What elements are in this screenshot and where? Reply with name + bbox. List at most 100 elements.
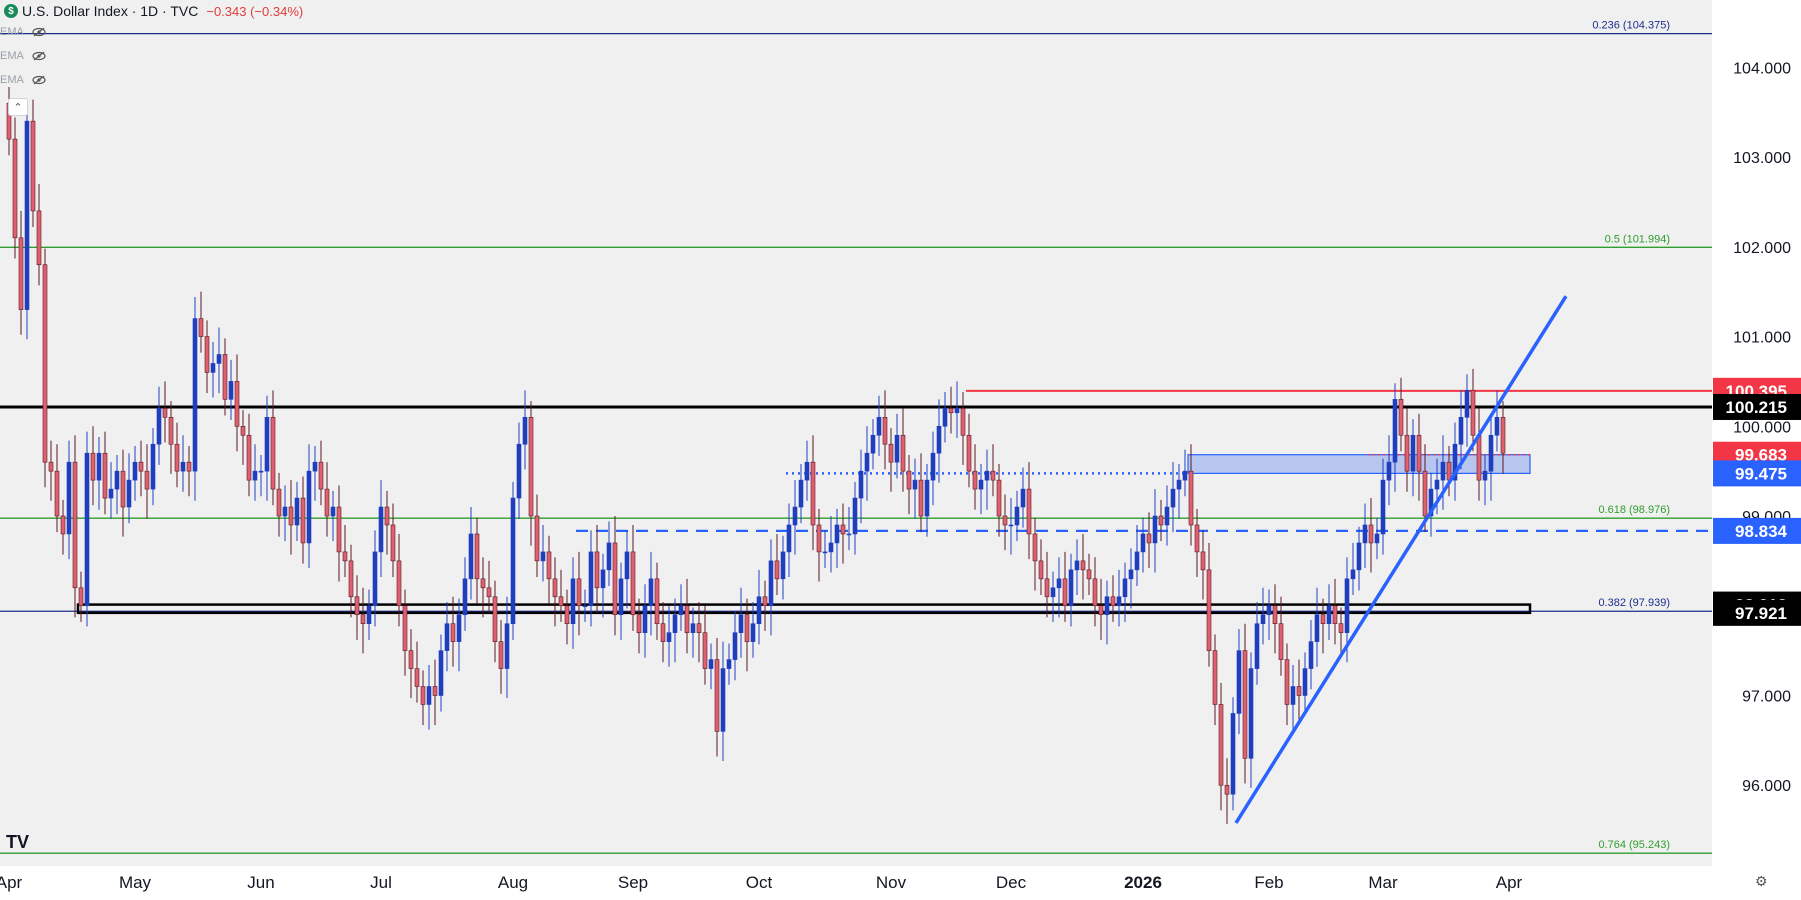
candle-body	[648, 578, 654, 607]
tradingview-logo[interactable]: TV	[6, 832, 30, 852]
price-tick-label: 103.000	[1733, 150, 1791, 167]
candle-body	[252, 470, 258, 481]
candle-body	[1158, 515, 1164, 526]
indicator-label: EMA	[0, 74, 24, 86]
candle-body	[1008, 524, 1014, 527]
candle-body	[456, 614, 462, 642]
price-change: −0.343 (−0.34%)	[206, 3, 304, 19]
candle-body	[450, 623, 456, 642]
candle-body	[1494, 416, 1500, 436]
candle-body	[198, 318, 204, 337]
candle-body	[834, 524, 840, 544]
indicator-ema-3[interactable]: EMA	[0, 74, 46, 86]
candle-body	[594, 551, 600, 589]
chevron-up-icon[interactable]: ⌃	[8, 98, 28, 116]
candle-body	[1386, 461, 1392, 481]
time-tick-label: May	[119, 873, 152, 892]
time-tick-label: Jul	[370, 873, 392, 892]
candle-body	[72, 461, 78, 589]
candle-body	[486, 587, 492, 598]
candle-body	[1248, 668, 1254, 759]
candle-body	[1110, 596, 1116, 607]
candle-body	[768, 560, 774, 607]
candle-body	[426, 686, 432, 705]
candle-body	[1290, 686, 1296, 705]
gear-icon[interactable]: ⚙	[1755, 873, 1768, 889]
candle-body	[696, 623, 702, 633]
candle-body	[582, 605, 588, 608]
candle-body	[1404, 434, 1410, 472]
price-tick-label: 100.000	[1733, 419, 1791, 436]
candle-body	[1320, 614, 1326, 624]
trendline-layer[interactable]	[1234, 295, 1568, 824]
candle-body	[18, 237, 24, 310]
chart-header: $ U.S. Dollar Index · 1D · TVC −0.343 (−…	[4, 2, 303, 20]
candle-body	[606, 542, 612, 571]
time-tick-label: Sep	[618, 873, 648, 892]
drawings[interactable]	[0, 389, 1712, 615]
candle-body	[228, 381, 234, 400]
candle-body	[1416, 434, 1422, 472]
candle-body	[348, 560, 354, 598]
candle-body	[654, 578, 660, 624]
candle-body	[480, 578, 486, 589]
candle-body	[1302, 668, 1308, 696]
candle-body	[1032, 533, 1038, 562]
candle-body	[1398, 399, 1404, 436]
candle-body	[180, 461, 186, 472]
price-axis-area	[1712, 0, 1801, 866]
candle-body	[918, 479, 924, 517]
candle-body	[468, 533, 474, 580]
candle-body	[684, 605, 690, 633]
candle-body	[1044, 578, 1050, 598]
candle-body	[1470, 390, 1476, 436]
candle-body	[1080, 560, 1086, 571]
candle-body	[1362, 524, 1368, 544]
candle-body	[366, 605, 372, 624]
candle-body	[204, 336, 210, 373]
candle-body	[1194, 524, 1200, 553]
candle-body	[864, 452, 870, 472]
candle-body	[600, 569, 606, 589]
indicator-ema-1[interactable]: EMA	[0, 26, 46, 38]
candle-body	[24, 120, 30, 310]
candle-body	[1356, 542, 1362, 571]
eye-hidden-icon[interactable]	[32, 75, 46, 85]
candle-body	[1092, 578, 1098, 607]
candle-body	[66, 461, 72, 535]
candle-body	[1464, 390, 1470, 418]
candle-body	[906, 470, 912, 490]
candle-body	[882, 416, 888, 445]
candle-body	[636, 614, 642, 633]
price-tag-label: 97.921	[1735, 604, 1787, 623]
indicator-ema-2[interactable]: EMA	[0, 50, 46, 62]
candle-body	[942, 408, 948, 427]
price-tag	[1713, 517, 1801, 544]
indicator-label: EMA	[0, 50, 24, 62]
candle-body	[990, 470, 996, 481]
candle-body	[216, 354, 222, 364]
candle-body	[792, 506, 798, 526]
price-tag	[1713, 599, 1801, 626]
candle-body	[528, 416, 534, 517]
price-tag-label: 99.475	[1735, 464, 1787, 483]
candle-body	[132, 461, 138, 481]
candle-body	[948, 408, 954, 414]
candle-body	[114, 470, 120, 490]
candle-body	[846, 533, 852, 536]
candle-body	[1200, 551, 1206, 571]
eye-hidden-icon[interactable]	[32, 27, 46, 37]
time-tick-label: Aug	[498, 873, 528, 892]
candle-body	[390, 524, 396, 562]
candle-body	[1020, 488, 1026, 508]
candle-body	[786, 524, 792, 553]
time-tick-label: Mar	[1368, 873, 1398, 892]
candle-body	[54, 470, 60, 517]
candle-body	[1374, 533, 1380, 544]
time-tick-label: Feb	[1254, 873, 1283, 892]
symbol-title[interactable]: U.S. Dollar Index · 1D · TVC	[22, 3, 199, 19]
candle-body	[1218, 704, 1224, 786]
candle-body	[546, 551, 552, 580]
eye-hidden-icon[interactable]	[32, 51, 46, 61]
